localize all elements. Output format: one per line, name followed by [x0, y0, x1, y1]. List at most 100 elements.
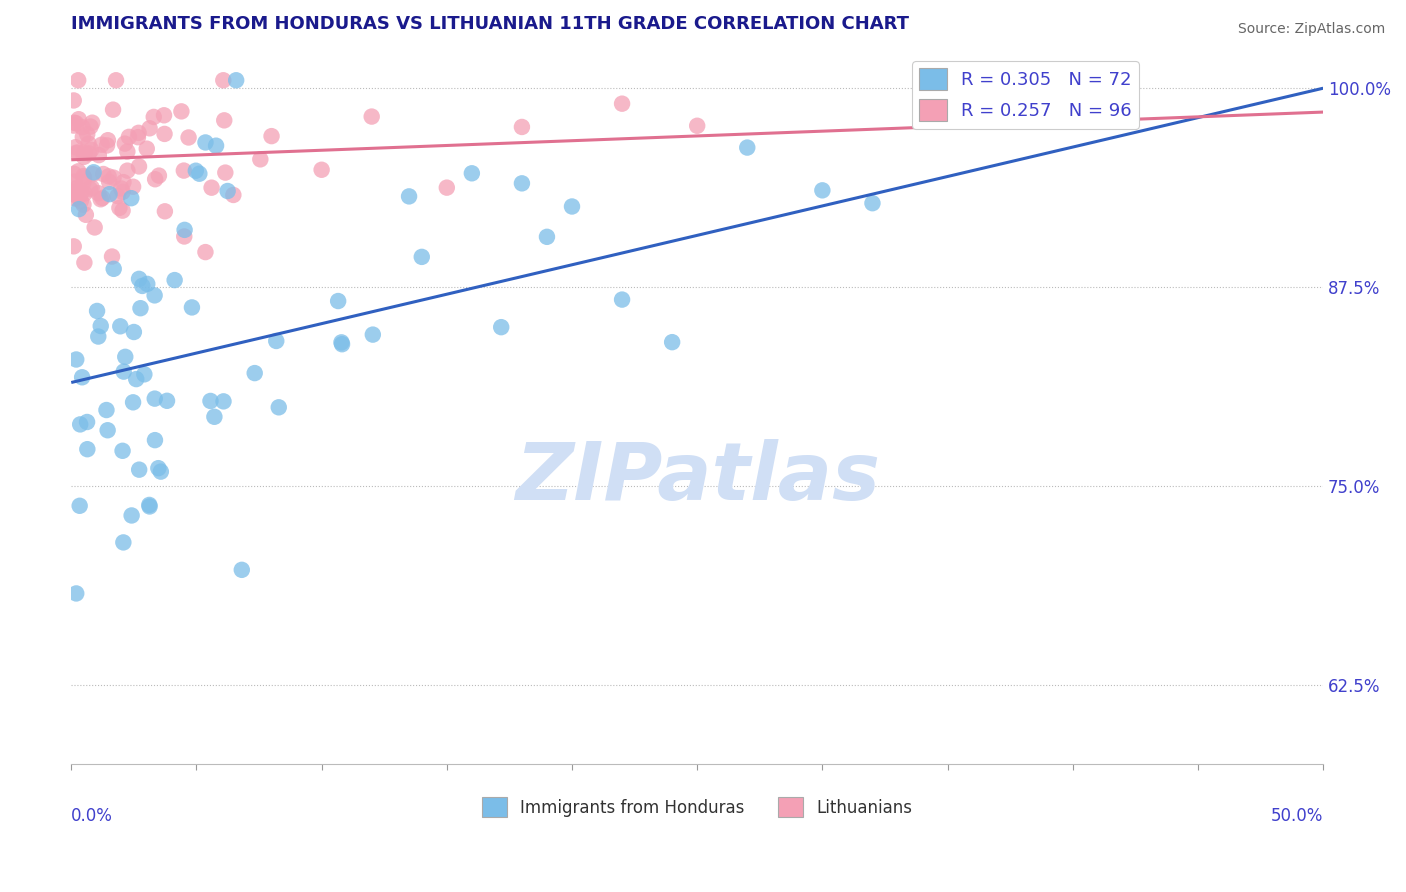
- Point: [122, 179, 145, 194]
- Point: [97, 133, 120, 147]
- Point: [811, 183, 834, 197]
- Point: [69, 194, 91, 208]
- Point: [86, 304, 108, 318]
- Point: [156, 393, 179, 408]
- Point: [98, 175, 121, 189]
- Point: [212, 113, 235, 128]
- Point: [267, 401, 290, 415]
- Point: [194, 245, 217, 260]
- Point: [128, 463, 150, 477]
- Point: [330, 337, 353, 351]
- Point: [67, 112, 90, 127]
- Point: [83, 220, 105, 235]
- Point: [225, 73, 247, 87]
- Point: [80, 143, 103, 157]
- Point: [114, 350, 136, 364]
- Point: [73, 170, 96, 185]
- Legend: Immigrants from Honduras, Lithuanians: Immigrants from Honduras, Lithuanians: [475, 790, 920, 824]
- Point: [62, 94, 84, 108]
- Point: [62, 187, 84, 202]
- Text: IMMIGRANTS FROM HONDURAS VS LITHUANIAN 11TH GRADE CORRELATION CHART: IMMIGRANTS FROM HONDURAS VS LITHUANIAN 1…: [72, 15, 910, 33]
- Point: [87, 148, 110, 162]
- Text: 0.0%: 0.0%: [72, 807, 112, 825]
- Point: [118, 129, 141, 144]
- Point: [212, 73, 235, 87]
- Point: [328, 293, 350, 308]
- Point: [72, 169, 94, 183]
- Point: [117, 145, 139, 159]
- Point: [135, 142, 157, 156]
- Point: [96, 138, 118, 153]
- Point: [173, 223, 195, 237]
- Point: [65, 145, 87, 160]
- Point: [862, 196, 884, 211]
- Point: [98, 187, 121, 202]
- Point: [138, 121, 160, 136]
- Point: [131, 279, 153, 293]
- Point: [103, 261, 125, 276]
- Point: [112, 365, 135, 379]
- Point: [173, 163, 195, 178]
- Point: [73, 145, 96, 160]
- Point: [122, 325, 145, 339]
- Point: [76, 415, 98, 429]
- Point: [153, 204, 176, 219]
- Point: [188, 167, 211, 181]
- Point: [194, 136, 217, 150]
- Point: [110, 181, 132, 195]
- Point: [65, 352, 87, 367]
- Point: [82, 116, 104, 130]
- Point: [202, 409, 225, 424]
- Point: [561, 199, 583, 213]
- Point: [153, 127, 176, 141]
- Text: ZIPatlas: ZIPatlas: [515, 439, 880, 517]
- Point: [489, 320, 512, 334]
- Point: [101, 103, 124, 117]
- Point: [184, 163, 207, 178]
- Point: [143, 288, 166, 302]
- Point: [69, 417, 91, 432]
- Point: [128, 272, 150, 286]
- Point: [112, 535, 135, 549]
- Point: [181, 301, 204, 315]
- Point: [87, 329, 110, 343]
- Point: [112, 175, 135, 189]
- Point: [73, 186, 96, 201]
- Point: [260, 129, 283, 144]
- Point: [149, 465, 172, 479]
- Point: [461, 166, 484, 180]
- Point: [103, 170, 125, 185]
- Point: [96, 403, 118, 417]
- Point: [79, 182, 101, 196]
- Point: [125, 372, 148, 386]
- Point: [77, 136, 100, 151]
- Point: [200, 394, 222, 409]
- Point: [63, 116, 86, 130]
- Point: [143, 392, 166, 406]
- Point: [110, 319, 132, 334]
- Point: [77, 146, 100, 161]
- Point: [72, 130, 94, 145]
- Point: [360, 110, 382, 124]
- Point: [143, 433, 166, 447]
- Text: 50.0%: 50.0%: [1271, 807, 1323, 825]
- Point: [76, 127, 98, 141]
- Point: [97, 423, 120, 437]
- Point: [111, 203, 134, 218]
- Point: [90, 137, 112, 152]
- Point: [136, 277, 159, 291]
- Point: [311, 162, 333, 177]
- Point: [105, 73, 128, 87]
- Point: [610, 293, 633, 307]
- Point: [411, 250, 433, 264]
- Point: [148, 169, 170, 183]
- Point: [138, 500, 160, 514]
- Point: [217, 184, 239, 198]
- Point: [70, 370, 93, 384]
- Point: [67, 202, 90, 216]
- Point: [67, 73, 90, 87]
- Point: [661, 335, 683, 350]
- Point: [65, 140, 87, 154]
- Point: [65, 116, 87, 130]
- Point: [205, 138, 228, 153]
